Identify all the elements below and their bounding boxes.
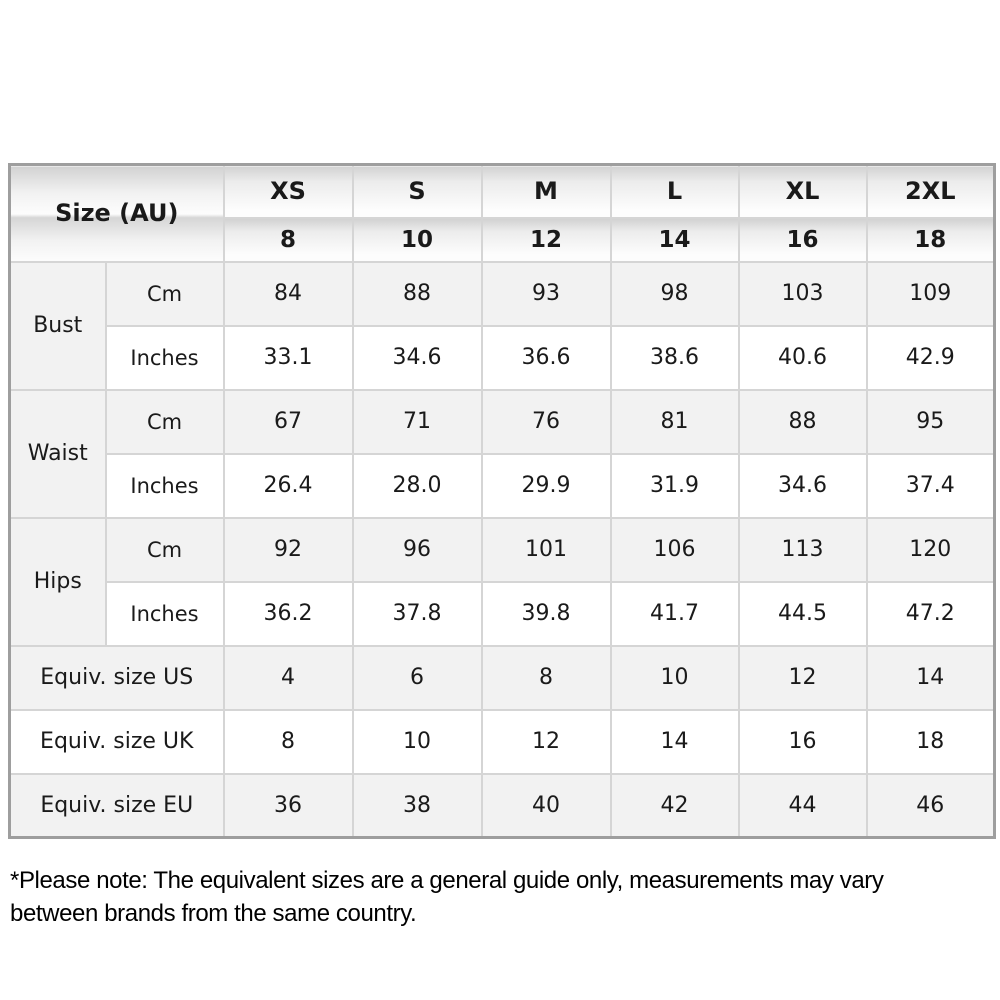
au-size-18: 18 — [865, 216, 996, 263]
bust-in-xl: 40.6 — [737, 324, 868, 391]
waist-cm-s: 71 — [351, 388, 483, 455]
equiv-us-l: 10 — [609, 644, 740, 711]
bust-label: Bust — [8, 260, 107, 391]
equiv-eu-l: 42 — [609, 772, 740, 839]
hips-cm-unit-label: Cm — [104, 516, 225, 583]
bust-in-xs: 33.1 — [222, 324, 354, 391]
waist-in-2xl: 37.4 — [865, 452, 996, 519]
au-size-14: 14 — [609, 216, 740, 263]
equiv-eu-xs: 36 — [222, 772, 354, 839]
hips-in-l: 41.7 — [609, 580, 740, 647]
waist-cm-row: Waist Cm 67 71 76 81 88 95 — [8, 388, 996, 519]
bust-cm-m: 93 — [480, 260, 612, 327]
equiv-us-s: 6 — [351, 644, 483, 711]
waist-cm-l: 81 — [609, 388, 740, 455]
size-header-s: S — [351, 163, 483, 219]
hips-cm-s: 96 — [351, 516, 483, 583]
equiv-eu-xl: 44 — [737, 772, 868, 839]
bust-inches-unit-label: Inches — [104, 324, 225, 391]
size-header-m: M — [480, 163, 612, 219]
header-row-size-labels: Size (AU) XS S M L XL 2XL — [8, 163, 996, 263]
waist-in-xs: 26.4 — [222, 452, 354, 519]
waist-cm-m: 76 — [480, 388, 612, 455]
bust-cm-row: Bust Cm 84 88 93 98 103 109 — [8, 260, 996, 391]
equiv-us-m: 8 — [480, 644, 612, 711]
hips-in-xs: 36.2 — [222, 580, 354, 647]
bust-in-2xl: 42.9 — [865, 324, 996, 391]
waist-label: Waist — [8, 388, 107, 519]
equiv-eu-m: 40 — [480, 772, 612, 839]
hips-in-2xl: 47.2 — [865, 580, 996, 647]
bust-cm-s: 88 — [351, 260, 483, 327]
waist-in-xl: 34.6 — [737, 452, 868, 519]
waist-in-l: 31.9 — [609, 452, 740, 519]
hips-in-m: 39.8 — [480, 580, 612, 647]
equiv-us-xs: 4 — [222, 644, 354, 711]
equiv-eu-2xl: 46 — [865, 772, 996, 839]
equiv-eu-row: Equiv. size EU 36 38 40 42 44 46 — [8, 772, 996, 839]
header-row-au-numbers: 8 10 12 14 16 18 — [10, 216, 996, 263]
hips-cm-xl: 113 — [737, 516, 868, 583]
waist-in-m: 29.9 — [480, 452, 612, 519]
au-size-12: 12 — [480, 216, 612, 263]
waist-cm-xl: 88 — [737, 388, 868, 455]
equiv-uk-row: Equiv. size UK 8 10 12 14 16 18 — [8, 708, 996, 775]
hips-inches-row: Inches 36.2 37.8 39.8 41.7 44.5 47.2 — [10, 580, 996, 647]
equiv-uk-label: Equiv. size UK — [8, 708, 225, 775]
equiv-us-label: Equiv. size US — [8, 644, 225, 711]
size-header-xs: XS — [222, 163, 354, 219]
hips-cm-2xl: 120 — [865, 516, 996, 583]
equiv-us-xl: 12 — [737, 644, 868, 711]
equiv-uk-l: 14 — [609, 708, 740, 775]
waist-inches-unit-label: Inches — [104, 452, 225, 519]
equiv-eu-s: 38 — [351, 772, 483, 839]
waist-in-s: 28.0 — [351, 452, 483, 519]
au-size-16: 16 — [737, 216, 868, 263]
hips-cm-xs: 92 — [222, 516, 354, 583]
au-size-8: 8 — [222, 216, 354, 263]
size-chart-table: Size (AU) XS S M L XL 2XL 8 10 12 14 16 … — [8, 163, 996, 839]
hips-in-s: 37.8 — [351, 580, 483, 647]
bust-in-m: 36.6 — [480, 324, 612, 391]
bust-in-s: 34.6 — [351, 324, 483, 391]
hips-inches-unit-label: Inches — [104, 580, 225, 647]
equiv-uk-xl: 16 — [737, 708, 868, 775]
bust-cm-xl: 103 — [737, 260, 868, 327]
waist-inches-row: Inches 26.4 28.0 29.9 31.9 34.6 37.4 — [10, 452, 996, 519]
hips-cm-m: 101 — [480, 516, 612, 583]
equiv-uk-s: 10 — [351, 708, 483, 775]
hips-in-xl: 44.5 — [737, 580, 868, 647]
equiv-eu-label: Equiv. size EU — [8, 772, 225, 839]
size-header-2xl: 2XL — [865, 163, 996, 219]
hips-label: Hips — [8, 516, 107, 647]
size-au-corner-header: Size (AU) — [8, 163, 225, 263]
bust-inches-row: Inches 33.1 34.6 36.6 38.6 40.6 42.9 — [10, 324, 996, 391]
equiv-us-row: Equiv. size US 4 6 8 10 12 14 — [8, 644, 996, 711]
equiv-uk-2xl: 18 — [865, 708, 996, 775]
equiv-us-2xl: 14 — [865, 644, 996, 711]
size-header-l: L — [609, 163, 740, 219]
bust-cm-xs: 84 — [222, 260, 354, 327]
au-size-10: 10 — [351, 216, 483, 263]
equiv-uk-xs: 8 — [222, 708, 354, 775]
waist-cm-2xl: 95 — [865, 388, 996, 455]
waist-cm-xs: 67 — [222, 388, 354, 455]
waist-cm-unit-label: Cm — [104, 388, 225, 455]
equiv-uk-m: 12 — [480, 708, 612, 775]
size-header-xl: XL — [737, 163, 868, 219]
bust-cm-2xl: 109 — [865, 260, 996, 327]
bust-cm-unit-label: Cm — [104, 260, 225, 327]
hips-cm-row: Hips Cm 92 96 101 106 113 120 — [8, 516, 996, 647]
footnote-text: *Please note: The equivalent sizes are a… — [10, 867, 884, 928]
bust-in-l: 38.6 — [609, 324, 740, 391]
hips-cm-l: 106 — [609, 516, 740, 583]
bust-cm-l: 98 — [609, 260, 740, 327]
